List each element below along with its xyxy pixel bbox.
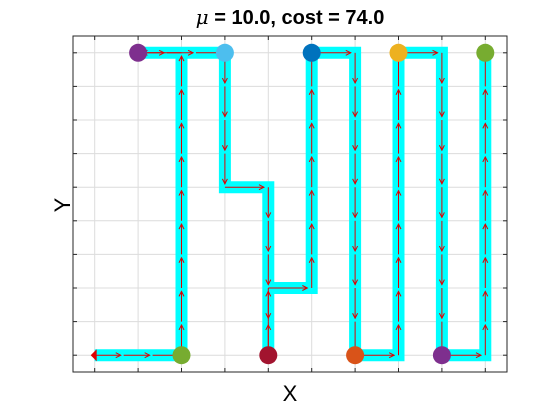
direction-arrow xyxy=(352,86,359,118)
direction-arrow xyxy=(482,88,489,120)
direction-arrow xyxy=(221,153,228,185)
direction-arrow xyxy=(395,155,402,188)
direction-arrow xyxy=(352,254,359,286)
direction-arrow xyxy=(482,256,489,288)
direction-arrow xyxy=(265,187,272,219)
direction-arrow xyxy=(438,187,445,219)
waypoint-marker xyxy=(259,346,278,365)
arrow-layer xyxy=(94,49,489,359)
direction-arrow xyxy=(482,155,489,188)
direction-arrow xyxy=(268,285,309,291)
waypoint-marker xyxy=(129,43,148,62)
direction-arrow xyxy=(308,223,315,255)
direction-arrow xyxy=(167,49,195,56)
direction-arrow xyxy=(352,153,359,185)
direction-arrow xyxy=(352,220,359,253)
direction-arrow xyxy=(308,122,315,154)
direction-arrow xyxy=(308,88,315,120)
direction-arrow xyxy=(438,153,445,185)
start-marker xyxy=(90,349,97,362)
direction-arrow xyxy=(352,52,359,85)
direction-arrow xyxy=(178,223,185,255)
direction-arrow xyxy=(482,223,489,255)
x-axis-label: X xyxy=(283,381,298,406)
waypoint-marker xyxy=(302,43,321,62)
direction-arrow xyxy=(395,290,402,322)
direction-arrow xyxy=(178,155,185,188)
direction-arrow xyxy=(123,352,151,359)
waypoint-marker xyxy=(215,43,234,62)
direction-arrow xyxy=(178,55,185,87)
direction-arrow xyxy=(352,187,359,219)
direction-arrow xyxy=(438,52,445,85)
direction-arrow xyxy=(224,184,266,191)
direction-arrow xyxy=(395,323,402,356)
direction-arrow xyxy=(221,120,228,152)
waypoint-marker xyxy=(476,43,495,62)
direction-arrow xyxy=(94,352,122,359)
direction-arrow xyxy=(395,88,402,120)
direction-arrow xyxy=(265,290,272,322)
direction-arrow xyxy=(438,220,445,253)
axes-box xyxy=(72,35,508,373)
tick-layer xyxy=(73,36,507,372)
direction-arrow xyxy=(178,290,185,322)
route-line xyxy=(94,46,492,362)
direction-arrow xyxy=(395,189,402,221)
direction-arrow xyxy=(482,290,489,322)
direction-arrow xyxy=(178,189,185,221)
direction-arrow xyxy=(265,254,272,286)
direction-arrow xyxy=(482,189,489,221)
direction-arrow xyxy=(352,120,359,152)
direction-arrow xyxy=(178,256,185,288)
direction-arrow xyxy=(308,189,315,221)
direction-arrow xyxy=(395,223,402,255)
waypoint-marker xyxy=(172,346,191,365)
direction-arrow xyxy=(395,122,402,154)
direction-arrow xyxy=(308,256,315,288)
y-axis-label: Y xyxy=(50,197,75,212)
direction-arrow xyxy=(265,220,272,253)
path-layer xyxy=(94,46,492,362)
direction-arrow xyxy=(438,288,445,320)
direction-arrow xyxy=(438,86,445,118)
direction-arrow xyxy=(438,120,445,152)
direction-arrow xyxy=(482,122,489,154)
direction-arrow xyxy=(352,288,359,320)
direction-arrow xyxy=(438,254,445,286)
direction-arrow xyxy=(482,323,489,356)
direction-arrow xyxy=(178,88,185,120)
waypoint-marker xyxy=(432,346,451,365)
title-text: = 10.0, cost = 74.0 xyxy=(209,7,385,29)
chart-title: μ = 10.0, cost = 74.0 xyxy=(196,5,385,29)
title-mu-symbol: μ xyxy=(196,5,209,29)
waypoint-marker xyxy=(346,346,365,365)
direction-arrow xyxy=(221,86,228,118)
direction-arrow xyxy=(178,122,185,154)
waypoint-marker xyxy=(389,43,408,62)
direction-arrow xyxy=(308,155,315,188)
marker-layer xyxy=(90,43,495,365)
direction-arrow xyxy=(395,256,402,288)
